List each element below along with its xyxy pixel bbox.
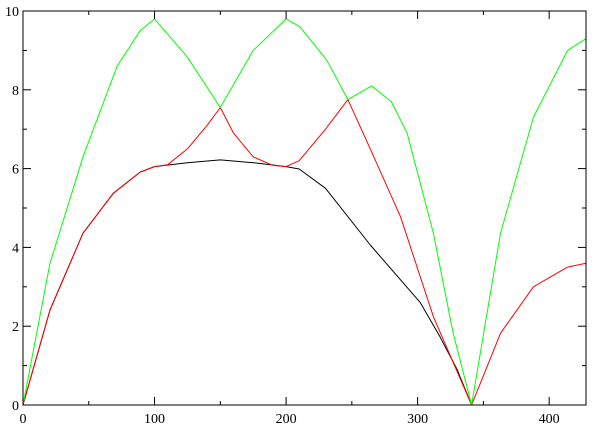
x-tick-label: 0 (20, 412, 27, 427)
x-tick-label: 300 (407, 412, 428, 427)
x-tick-label: 200 (276, 412, 297, 427)
x-tick-label: 400 (539, 412, 560, 427)
y-tick-label: 2 (12, 320, 19, 335)
series-line-1 (22, 99, 587, 406)
y-tick-label: 0 (12, 399, 19, 414)
series-line-2 (22, 18, 587, 406)
series-line-0 (22, 159, 473, 406)
y-tick-label: 8 (12, 84, 19, 99)
plot-frame (22, 10, 587, 406)
y-tick-label: 10 (5, 5, 19, 20)
y-tick-label: 6 (12, 163, 19, 178)
y-tick-label: 4 (12, 241, 19, 256)
x-tick-label: 100 (144, 412, 165, 427)
